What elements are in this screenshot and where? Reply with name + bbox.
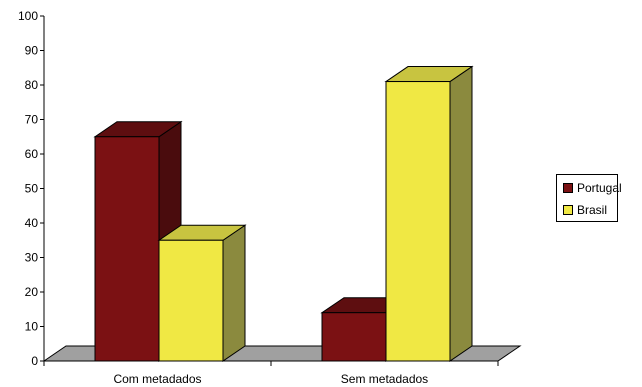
bar-side: [449, 65, 473, 362]
y-tick-label: 40: [25, 216, 39, 230]
bar-brasil-1: [384, 65, 474, 362]
bar-front: [321, 312, 387, 362]
legend-swatch-brasil: [563, 205, 573, 215]
legend-label-portugal: Portugal: [577, 181, 622, 195]
y-tick-label: 50: [25, 182, 39, 196]
bar-front: [158, 239, 224, 362]
legend-item-portugal: Portugal: [563, 181, 622, 195]
x-category-label: Com metadados: [113, 372, 201, 386]
y-tick-label: 90: [25, 44, 39, 58]
y-tick-label: 0: [31, 354, 38, 368]
y-tick-label: 100: [18, 9, 38, 23]
y-tick-label: 30: [25, 251, 39, 265]
legend: Portugal Brasil: [556, 174, 622, 222]
y-tick-label: 10: [25, 320, 39, 334]
bar-front: [385, 81, 451, 362]
x-category-label: Sem metadados: [341, 372, 428, 386]
legend-item-brasil: Brasil: [563, 203, 607, 217]
y-tick-label: 20: [25, 285, 39, 299]
legend-label-brasil: Brasil: [577, 203, 608, 217]
y-tick-label: 70: [25, 113, 39, 127]
legend-swatch-portugal: [563, 183, 573, 193]
y-tick-label: 80: [25, 78, 39, 92]
bar-side: [222, 224, 246, 362]
bar-brasil-0: [157, 224, 247, 362]
y-tick-label: 60: [25, 147, 39, 161]
bar-front: [94, 136, 160, 362]
